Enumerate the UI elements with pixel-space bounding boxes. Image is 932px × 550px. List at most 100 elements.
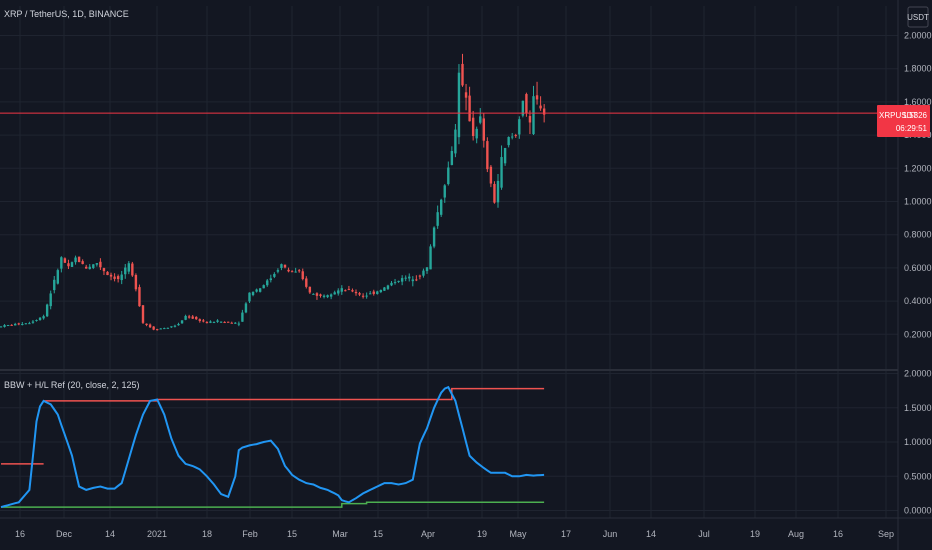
- indicator-pane[interactable]: [0, 385, 545, 509]
- candle-body: [347, 288, 351, 290]
- candle-body: [400, 278, 404, 282]
- candle-body: [6, 325, 10, 327]
- candle-body: [337, 290, 340, 294]
- candle-body: [443, 185, 446, 198]
- candle-body: [415, 279, 418, 281]
- candle-body: [248, 292, 251, 302]
- candle-body: [294, 271, 297, 273]
- candle-body: [138, 287, 141, 307]
- time-tick-label: 16: [15, 529, 25, 539]
- candle-body: [468, 95, 471, 122]
- candle-body: [56, 270, 59, 284]
- candle-body: [116, 276, 120, 280]
- candle-body: [315, 293, 319, 296]
- candle-body: [326, 295, 329, 298]
- candle-body: [35, 320, 38, 322]
- candle-body: [358, 293, 361, 295]
- candle-body: [525, 94, 528, 114]
- candle-body: [305, 278, 308, 287]
- candle-body: [109, 274, 113, 277]
- candle-body: [262, 285, 265, 289]
- candle-body: [127, 263, 130, 272]
- high-ref-line: [43, 387, 545, 402]
- time-tick-label: 19: [477, 529, 487, 539]
- candle-body: [180, 320, 184, 324]
- time-tick-label: Dec: [56, 529, 73, 539]
- candle-body: [85, 266, 88, 269]
- candle-body: [21, 324, 24, 326]
- candle-body: [202, 320, 205, 322]
- candle-body: [99, 261, 102, 268]
- candle-body: [440, 199, 443, 215]
- candle-body: [212, 322, 216, 324]
- candle-body: [148, 324, 152, 328]
- candle-body: [511, 136, 514, 138]
- time-tick-label: Feb: [242, 529, 258, 539]
- currency-label: USDT: [907, 13, 929, 22]
- indicator-tick-label: 0.0000: [904, 506, 932, 516]
- candle-body: [344, 290, 347, 292]
- bbw-line: [0, 385, 545, 509]
- time-tick-label: Sep: [878, 529, 894, 539]
- candle-body: [372, 291, 375, 294]
- candle-body: [24, 323, 28, 325]
- symbol-title[interactable]: XRP / TetherUS, 1D, BINANCE: [4, 9, 129, 19]
- indicator-axis[interactable]: 0.0000 0.5000 1.0000 1.5000 2.0000: [904, 369, 932, 516]
- candle-body: [535, 95, 539, 100]
- time-axis[interactable]: 16 Dec 14 2021 18 Feb 15 Mar 15 Apr 19 May 17 Jun 14 Ju…: [15, 529, 894, 539]
- candle-body: [503, 148, 507, 164]
- candle-body: [177, 323, 180, 326]
- candle-body: [195, 316, 198, 320]
- time-tick-label: 14: [105, 529, 115, 539]
- indicator-tick-label: 0.5000: [904, 471, 932, 481]
- candle-body: [3, 325, 6, 327]
- time-tick-label: Jul: [698, 529, 710, 539]
- candle-body: [333, 292, 336, 295]
- candle-body: [17, 323, 20, 325]
- candle-body: [74, 257, 77, 263]
- candle-body: [113, 276, 116, 279]
- candle-body: [230, 322, 233, 324]
- candle-body: [53, 279, 56, 291]
- indicator-tick-label: 2.0000: [904, 369, 932, 379]
- candle-body: [223, 322, 226, 324]
- time-tick-label: Aug: [788, 529, 804, 539]
- candle-body: [31, 321, 35, 323]
- price-tick-label: 1.0000: [904, 197, 932, 207]
- candle-body: [365, 295, 368, 297]
- price-tick-label: 1.2000: [904, 163, 932, 173]
- candle-body: [312, 293, 315, 295]
- candle-body: [67, 263, 70, 267]
- candle-body: [173, 325, 177, 327]
- price-tag-value: 1.5326: [903, 111, 928, 120]
- currency-button[interactable]: USDT: [907, 6, 929, 28]
- candle-body: [422, 270, 425, 276]
- time-tick-label: 16: [833, 529, 843, 539]
- time-tick-label: 14: [646, 529, 656, 539]
- candle-body: [237, 323, 241, 325]
- candle-body: [60, 257, 63, 269]
- candle-body: [141, 305, 145, 323]
- candle-body: [216, 320, 219, 322]
- candle-body: [528, 116, 532, 123]
- indicator-title[interactable]: BBW + H/L Ref (20, close, 2, 125): [4, 380, 139, 390]
- candle-body: [507, 137, 510, 146]
- candle-body: [486, 141, 489, 170]
- candle-body: [124, 267, 127, 275]
- time-tick-label: 15: [373, 529, 383, 539]
- candle-body: [227, 321, 230, 323]
- candlestick-series: [0, 53, 546, 331]
- candle-body: [429, 246, 432, 270]
- candle-body: [28, 323, 31, 325]
- candle-body: [351, 290, 354, 292]
- price-pane[interactable]: [0, 53, 898, 331]
- candle-body: [379, 289, 383, 293]
- candle-body: [454, 129, 457, 154]
- candle-body: [255, 289, 258, 292]
- candle-body: [49, 293, 52, 307]
- candle-body: [14, 323, 17, 326]
- candle-body: [386, 285, 390, 289]
- candle-body: [283, 264, 287, 268]
